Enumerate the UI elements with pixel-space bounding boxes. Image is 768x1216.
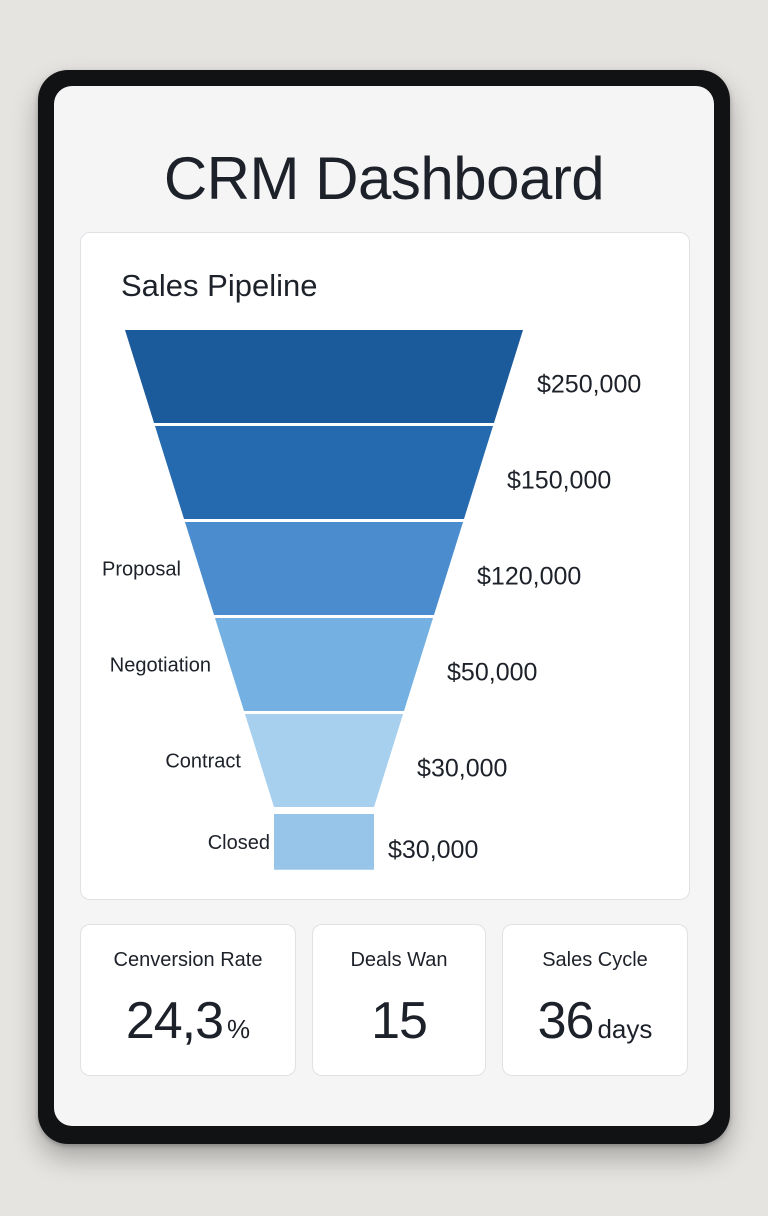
sales-cycle-value: 36 days bbox=[503, 991, 687, 1051]
funnel-stage-3 bbox=[184, 522, 464, 615]
funnel-stage-1 bbox=[125, 330, 523, 423]
sales-cycle-label: Sales Cycle bbox=[542, 949, 648, 971]
conversion-rate-unit: % bbox=[227, 1014, 251, 1044]
funnel-stage-4 bbox=[214, 618, 434, 711]
sales-pipeline-card: Sales Pipeline $250,000 $150,000 $120,000 P… bbox=[80, 232, 690, 900]
deals-won-card: Deals Wan 15 bbox=[312, 924, 486, 1076]
sales-funnel-chart: Sales Pipeline $250,000 $150,000 $120,000 P… bbox=[102, 268, 641, 870]
funnel-stage-5 bbox=[244, 714, 404, 807]
funnel-stage-value-2: $150,000 bbox=[507, 467, 611, 495]
tablet-frame: CRM Dashboard Sales Pipeline $250,000 $15… bbox=[38, 70, 730, 1144]
deals-won-number: 15 bbox=[371, 992, 428, 1050]
sales-cycle-unit: days bbox=[597, 1014, 653, 1044]
funnel-stage-value-4: $50,000 bbox=[447, 659, 537, 687]
conversion-rate-value: 24,3% bbox=[81, 991, 295, 1051]
funnel-stage-value-3: $120,000 bbox=[477, 563, 581, 591]
funnel-stage-2 bbox=[154, 426, 494, 519]
funnel-stage-value-1: $250,000 bbox=[537, 371, 641, 399]
sales-cycle-card: Sales Cycle 36 days bbox=[502, 924, 688, 1076]
pipeline-title: Sales Pipeline bbox=[121, 268, 317, 303]
deals-won-value: 15 bbox=[313, 991, 485, 1051]
funnel-stage-value-6: $30,000 bbox=[388, 836, 478, 864]
dashboard-screen: CRM Dashboard Sales Pipeline $250,000 $15… bbox=[54, 86, 714, 1126]
conversion-rate-label: Cenversion Rate bbox=[113, 949, 263, 971]
funnel-stage-6 bbox=[274, 814, 374, 870]
conversion-rate-card: Cenversion Rate 24,3% bbox=[80, 924, 296, 1076]
deals-won-label: Deals Wan bbox=[350, 949, 448, 971]
conversion-rate-number: 24,3 bbox=[125, 992, 224, 1050]
funnel-stage-label-4: Negotiation bbox=[110, 655, 211, 677]
funnel-stage-value-5: $30,000 bbox=[417, 755, 507, 783]
funnel-stage-label-6: Closed bbox=[208, 832, 270, 854]
funnel-stage-label-3: Proposal bbox=[102, 559, 181, 581]
page-title: CRM Dashboard bbox=[163, 145, 605, 212]
sales-cycle-number: 36 bbox=[537, 992, 595, 1050]
funnel-stage-label-5: Contract bbox=[165, 751, 241, 773]
